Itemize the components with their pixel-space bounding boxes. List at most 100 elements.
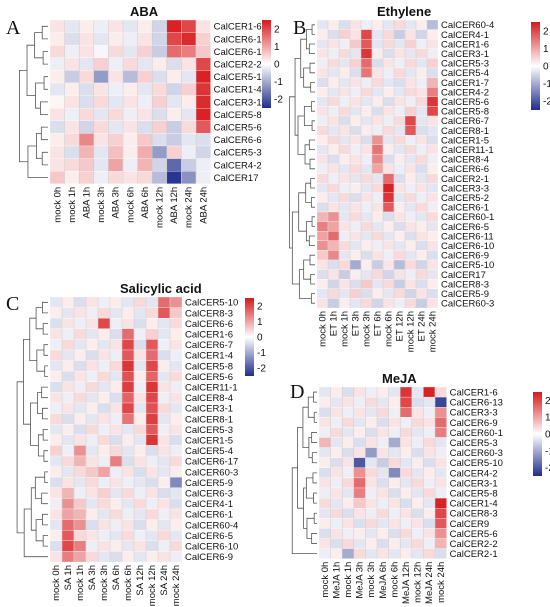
heatmap-cell bbox=[411, 417, 424, 428]
heatmap-cell bbox=[157, 381, 171, 393]
heatmap-cell bbox=[393, 221, 406, 232]
column-label: SA 6h bbox=[111, 565, 122, 590]
heatmap-cell bbox=[133, 349, 147, 361]
heatmap-cell bbox=[360, 298, 373, 309]
heatmap-cell bbox=[338, 298, 351, 309]
heatmap-cell bbox=[342, 487, 354, 499]
row-label: CalCER6-1 bbox=[185, 510, 233, 521]
heatmap-cell bbox=[316, 19, 329, 30]
row-label: CalCER1-4 bbox=[185, 351, 233, 362]
heatmap-cell bbox=[400, 457, 412, 468]
row-label: CalCER2-2 bbox=[214, 60, 262, 71]
heatmap-cell bbox=[169, 530, 183, 541]
dendrogram-branch bbox=[309, 254, 315, 266]
heatmap-cell bbox=[145, 318, 159, 329]
heatmap-cell bbox=[166, 57, 182, 71]
heatmap-cell bbox=[423, 386, 436, 398]
heatmap-cell bbox=[404, 67, 417, 78]
heatmap-cell bbox=[122, 82, 138, 96]
heatmap-cell bbox=[152, 57, 167, 71]
heatmap-cell bbox=[393, 250, 406, 261]
dendrogram-branch bbox=[310, 178, 315, 189]
heatmap-cell bbox=[426, 221, 439, 232]
row-label: CalCER5-10 bbox=[441, 260, 494, 271]
heatmap-cell bbox=[349, 250, 362, 261]
heatmap-cell bbox=[49, 413, 63, 425]
heatmap-cell bbox=[145, 413, 159, 425]
heatmap-panel-B: BEthyleneCalCER60-4CalCER4-1CalCER1-6Cal… bbox=[288, 4, 550, 352]
heatmap-cell bbox=[353, 386, 366, 398]
heatmap-cell bbox=[109, 381, 123, 393]
heatmap-cell bbox=[195, 158, 211, 172]
heatmap-cell bbox=[342, 407, 354, 418]
heatmap-cell bbox=[423, 548, 436, 559]
heatmap-cell bbox=[400, 417, 412, 428]
heatmap-cell bbox=[121, 318, 135, 329]
heatmap-cell bbox=[411, 508, 424, 519]
heatmap-cell bbox=[349, 135, 362, 145]
heatmap-cell bbox=[133, 381, 147, 393]
heatmap-cell bbox=[360, 154, 373, 165]
heatmap-cell bbox=[108, 95, 124, 109]
heatmap-cell bbox=[318, 457, 331, 468]
dendrogram-branch bbox=[42, 407, 48, 420]
heatmap-cell bbox=[166, 120, 182, 134]
heatmap-cell bbox=[133, 530, 147, 541]
heatmap-cell bbox=[169, 413, 183, 425]
heatmap-cell bbox=[145, 519, 159, 531]
row-label: CalCER6-5 bbox=[441, 222, 489, 233]
heatmap-cell bbox=[64, 158, 80, 172]
heatmap-cell bbox=[85, 487, 99, 499]
heatmap-cell bbox=[434, 548, 447, 559]
heatmap-cell bbox=[121, 487, 135, 499]
heatmap-cell bbox=[64, 120, 80, 134]
heatmap-cell bbox=[316, 163, 329, 174]
heatmap-cell bbox=[376, 407, 389, 418]
heatmap-cell bbox=[342, 467, 354, 479]
heatmap-cell bbox=[393, 288, 406, 299]
heatmap-cell bbox=[360, 115, 373, 126]
heatmap-cell bbox=[316, 87, 329, 97]
heatmap-cell bbox=[316, 135, 329, 145]
heatmap-cell bbox=[49, 530, 63, 541]
heatmap-cell bbox=[349, 240, 362, 251]
row-label: CalCER1-5 bbox=[441, 135, 489, 146]
row-label: CalCER5-4 bbox=[185, 446, 233, 457]
heatmap-cell bbox=[404, 173, 417, 184]
color-legend-bar bbox=[531, 22, 540, 110]
heatmap-cell bbox=[353, 407, 366, 418]
legend-tick-label: 1 bbox=[543, 44, 549, 55]
heatmap-cell bbox=[64, 145, 80, 159]
heatmap-cell bbox=[157, 540, 171, 552]
heatmap-cell bbox=[145, 360, 159, 372]
column-label: mock 6h bbox=[125, 187, 136, 223]
heatmap-cell bbox=[93, 82, 109, 96]
heatmap-cell bbox=[338, 106, 351, 117]
heatmap-cell bbox=[108, 82, 124, 96]
row-label: CalCER6-1 bbox=[441, 203, 489, 214]
heatmap-cell bbox=[152, 70, 167, 84]
heatmap-cell bbox=[434, 518, 447, 529]
heatmap-cell bbox=[316, 288, 329, 299]
heatmap-cell bbox=[49, 466, 63, 478]
heatmap-cell bbox=[404, 125, 417, 136]
heatmap-cell bbox=[349, 298, 362, 309]
heatmap-cell bbox=[97, 434, 111, 446]
column-label: mock 1h bbox=[67, 187, 78, 223]
column-label: MeJA 24h bbox=[424, 562, 435, 604]
heatmap-cell bbox=[338, 250, 351, 261]
heatmap-cell bbox=[327, 163, 340, 174]
row-label: CalCER17 bbox=[214, 173, 259, 184]
heatmap-cell bbox=[145, 339, 159, 351]
heatmap-cell bbox=[400, 437, 412, 448]
heatmap-cell bbox=[97, 349, 111, 361]
heatmap-cell bbox=[327, 173, 340, 184]
heatmap-cell bbox=[327, 135, 340, 145]
heatmap-cell bbox=[169, 392, 183, 404]
heatmap-cell bbox=[426, 39, 439, 49]
heatmap-cell bbox=[133, 445, 147, 457]
heatmap-cell bbox=[388, 407, 401, 418]
dendrogram-branch bbox=[298, 192, 307, 232]
row-label: CalCER6-6 bbox=[441, 164, 489, 175]
heatmap-cell bbox=[360, 173, 373, 184]
